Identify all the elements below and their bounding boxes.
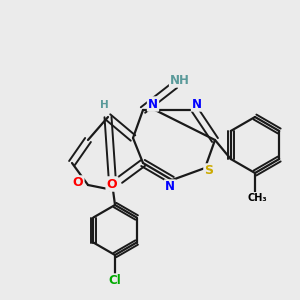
Text: CH₃: CH₃ [247,193,267,203]
Text: N: N [165,181,175,194]
Text: H: H [100,100,108,110]
Text: S: S [205,164,214,178]
Text: Cl: Cl [109,274,122,287]
Text: O: O [107,178,117,190]
Text: N: N [148,98,158,110]
Text: NH: NH [170,74,190,86]
Text: N: N [192,98,202,110]
Text: O: O [73,176,83,190]
